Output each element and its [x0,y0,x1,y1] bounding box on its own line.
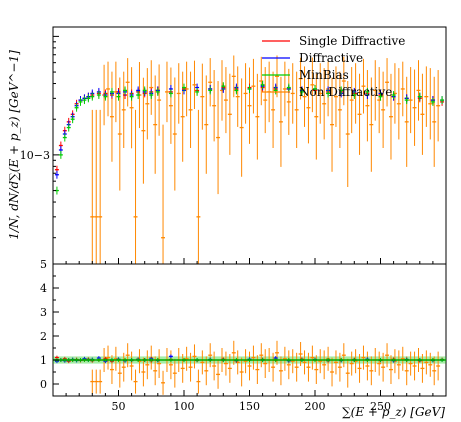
x-axis-label: ∑(E + p_z) [GeV] [342,405,445,419]
ratio-ticks: 50 100 150 200 250 0 1 2 3 4 5 [40,258,434,413]
ratio-y-tick-label: 4 [40,282,47,295]
x-tick-label: 50 [112,400,126,413]
x-tick-label: 200 [305,400,326,413]
x-tick-label: 100 [174,400,195,413]
legend-label: Diffractive [299,51,363,65]
ratio-y-tick-label: 0 [40,378,47,391]
ratio-y-tick-label: 1 [40,354,47,367]
x-tick-label: 250 [370,400,391,413]
ratio-y-tick-label: 5 [40,258,47,271]
legend-label: Single Diffractive [299,34,405,48]
ratio-y-tick-label: 3 [40,306,47,319]
ratio-panel: 50 100 150 200 250 0 1 2 3 4 5 ∑(E + p_z) [GeV] [40,258,447,419]
main-ticks: 10−3 [20,35,434,264]
legend-label: MinBias [299,68,349,82]
main-marks [54,55,445,264]
x-tick-label: 150 [239,400,260,413]
legend: Single Diffractive Diffractive MinBias Non … [262,34,405,99]
main-y-tick-label: 10−3 [20,149,50,162]
main-panel: 10−3 1/N, dN/d∑(E + p_z) [GeV^−1] [7,26,447,265]
legend-label: Non Diffractive [299,85,392,99]
ratio-y-tick-label: 2 [40,330,47,343]
ratio-marks [53,340,446,395]
main-y-axis-label: 1/N, dN/d∑(E + p_z) [GeV^−1] [7,50,21,240]
